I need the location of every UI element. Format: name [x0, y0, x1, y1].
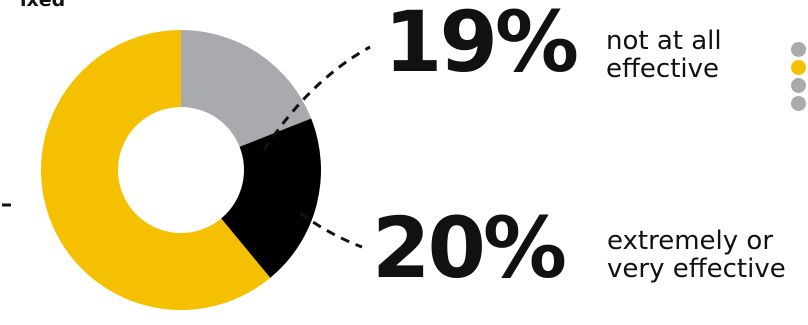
stat-label-line-2: very effective [607, 254, 786, 284]
leader-line-bottom [299, 211, 363, 249]
stat-label-not-effective: not at all effective [606, 27, 722, 83]
stat-value-not-effective: 19% [384, 0, 579, 91]
legend-swatch-2 [791, 60, 806, 75]
stat-label-line-2: effective [606, 54, 720, 84]
donut-slice-other [40, 30, 271, 310]
legend [791, 42, 808, 114]
stat-value-very-effective: 20% [372, 199, 567, 297]
stat-label-line-1: extremely or [607, 226, 774, 256]
stat-label-very-effective: extremely or very effective [607, 227, 786, 283]
leader-line-top [262, 45, 371, 151]
leader-lines [2, 45, 371, 249]
legend-swatch-1 [791, 42, 806, 57]
stat-label-line-1: not at all [606, 26, 722, 56]
donut-slices [40, 30, 321, 310]
donut-slice-extremely-or-very-effective [221, 118, 321, 278]
legend-swatch-4 [791, 96, 806, 111]
partial-title: ixed [20, 0, 66, 11]
donut-slice-not-at-all-effective [181, 30, 312, 147]
legend-swatch-3 [791, 78, 806, 93]
